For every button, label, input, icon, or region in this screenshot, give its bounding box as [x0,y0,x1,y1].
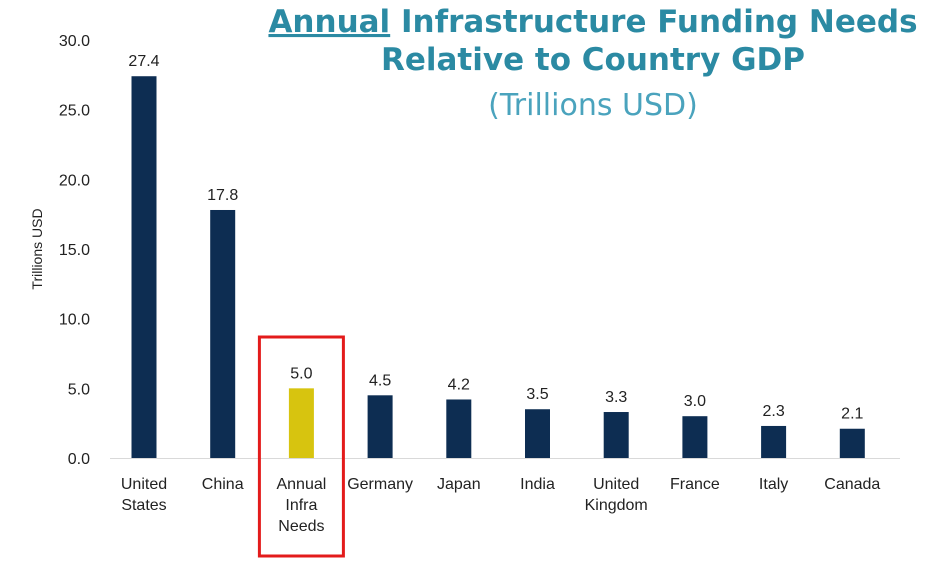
bar [761,425,787,458]
category-label: Canada [824,476,880,493]
chart-subtitle: (Trillions USD) [488,88,698,123]
chart-title-line1: Annual Infrastructure Funding Needs [268,4,917,40]
chart-title-line2: Relative to Country GDP [381,42,805,78]
value-label: 4.5 [369,372,391,389]
category-label: Needs [278,518,324,535]
bar [839,428,865,458]
category-labels: United States China Annual Infra Needs Germany… [121,476,881,535]
bar [525,409,550,458]
highlight-box [257,335,345,558]
value-label: 2.3 [762,403,784,420]
category-label: States [121,497,166,514]
bar [446,399,472,458]
value-label: 17.8 [207,187,238,204]
category-label: Kingdom [585,497,648,514]
category-label: United [121,476,167,493]
bars [131,76,865,458]
bar [131,76,157,458]
bar [603,412,629,458]
value-label: 2.1 [841,406,863,423]
category-label: India [520,476,555,493]
bar [288,388,314,458]
category-label: Japan [437,476,481,493]
y-tick-label: 5.0 [68,381,90,398]
category-label: Italy [759,476,788,493]
y-tick-label: 25.0 [59,103,90,120]
value-label: 3.3 [605,389,627,406]
bar [210,209,236,458]
category-label: Germany [347,476,413,493]
value-label: 3.0 [684,393,706,410]
category-label: United [593,476,639,493]
chart-title-rest: Infrastructure Funding Needs [390,4,917,40]
y-axis-label: Trillions USD [29,208,45,289]
value-label: 27.4 [128,53,159,70]
category-label: China [202,476,244,493]
value-labels: 27.4 17.8 5.0 4.5 4.2 3.5 3.3 3.0 2.3 2.1 [128,53,863,423]
category-label: Infra [285,497,317,514]
category-label: Annual [276,476,326,493]
chart-title-emphasis: Annual [268,4,390,40]
bar [682,416,708,458]
y-tick-label: 10.0 [59,312,90,329]
y-tick-label: 15.0 [59,242,90,259]
y-tick-label: 30.0 [59,33,90,50]
y-tick-label: 20.0 [59,172,90,189]
value-label: 4.2 [448,376,470,393]
bar [367,395,393,458]
value-label: 5.0 [290,365,312,382]
y-axis-ticks: 0.0 5.0 10.0 15.0 20.0 25.0 30.0 [59,33,90,468]
value-label: 3.5 [526,386,548,403]
category-label: France [670,476,720,493]
y-tick-label: 0.0 [68,451,90,468]
